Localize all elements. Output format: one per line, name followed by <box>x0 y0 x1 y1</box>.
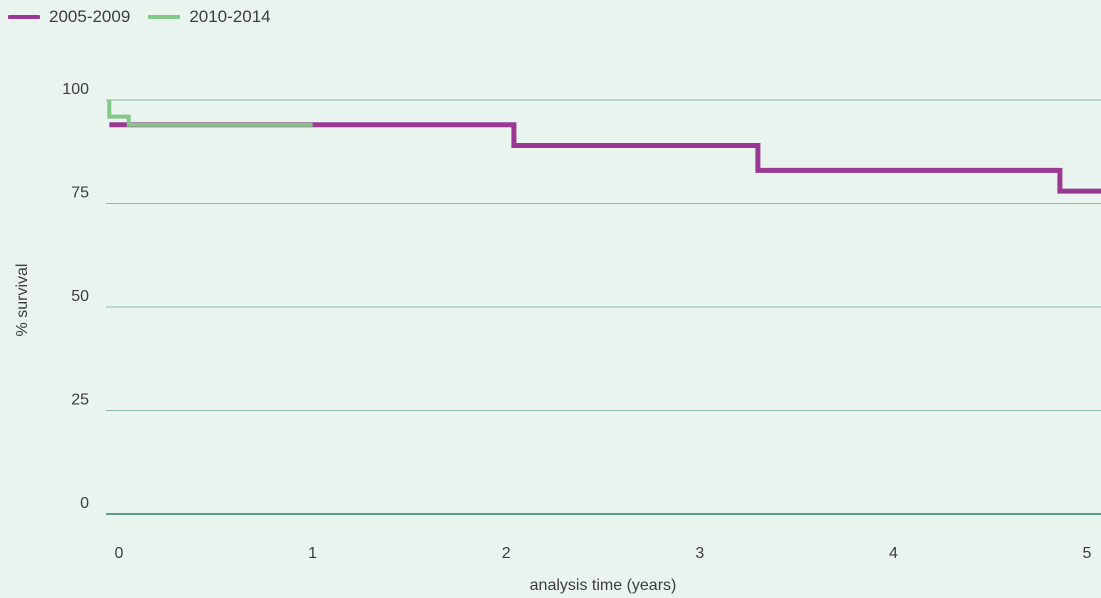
y-tick-label: 75 <box>71 185 89 202</box>
x-axis-title: analysis time (years) <box>530 577 677 594</box>
y-tick-label: 50 <box>71 288 89 305</box>
legend-swatch-series-1 <box>8 15 40 19</box>
legend-label-series-1: 2005-2009 <box>49 7 131 26</box>
y-axis-title: % survival <box>14 264 31 337</box>
legend-label-series-2: 2010-2014 <box>189 7 271 26</box>
legend-swatch-series-2 <box>148 15 181 19</box>
x-tick-label: 4 <box>889 545 898 562</box>
y-tick-label: 0 <box>80 495 89 512</box>
series-line-2 <box>107 100 313 127</box>
x-tick-label: 2 <box>502 545 511 562</box>
legend-item-series-1: 2005-2009 <box>8 7 130 27</box>
x-tick-label: 5 <box>1083 545 1092 562</box>
x-tick-label: 3 <box>695 545 704 562</box>
x-tick-label: 0 <box>115 545 124 562</box>
legend: 2005-2009 2010-2014 <box>8 7 289 27</box>
y-tick-label: 100 <box>62 81 89 98</box>
y-tick-label: 25 <box>71 392 89 409</box>
x-tick-label: 1 <box>308 545 317 562</box>
grid-lines <box>106 99 1101 515</box>
series-line-1 <box>109 122 1101 194</box>
series-lines <box>107 100 1101 194</box>
y-axis-ticks: 100 75 50 25 0 <box>62 81 89 512</box>
x-axis-ticks: 0 1 2 3 4 5 <box>115 545 1092 562</box>
legend-item-series-2: 2010-2014 <box>148 7 271 27</box>
